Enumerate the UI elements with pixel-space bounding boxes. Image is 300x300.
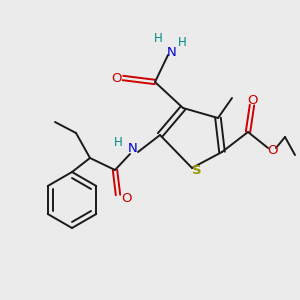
Text: O: O xyxy=(248,94,258,106)
Text: O: O xyxy=(121,193,131,206)
Text: H: H xyxy=(178,35,186,49)
Text: H: H xyxy=(154,32,162,46)
Text: O: O xyxy=(268,143,278,157)
Text: N: N xyxy=(167,46,177,59)
Text: S: S xyxy=(192,164,202,178)
Text: N: N xyxy=(128,142,138,155)
Text: O: O xyxy=(111,73,121,85)
Text: H: H xyxy=(114,136,122,149)
